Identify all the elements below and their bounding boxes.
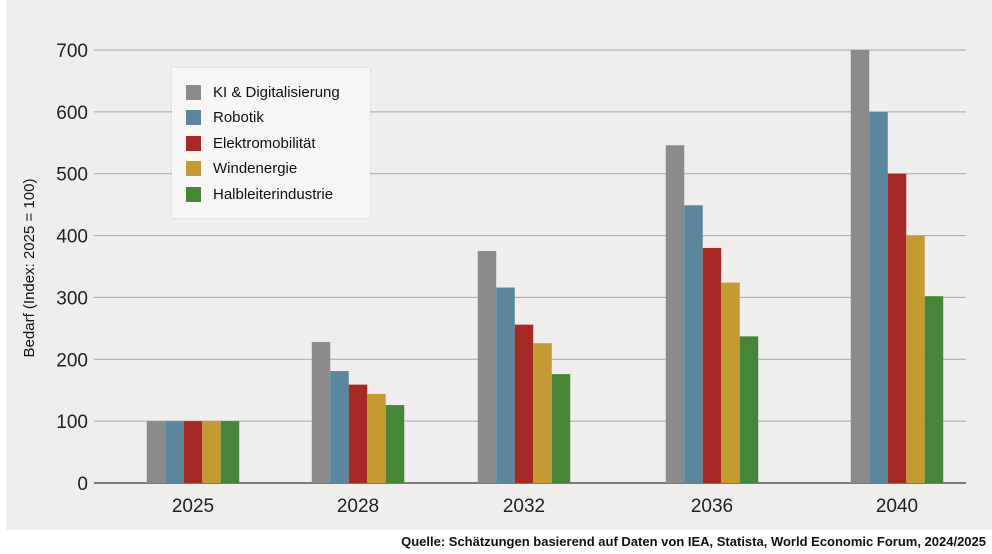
bar [850,50,870,483]
bar [739,336,759,483]
bars [146,50,944,484]
x-tick-label: 2032 [503,496,545,517]
bar [165,421,184,483]
source-note: Quelle: Schätzungen basierend auf Daten … [401,534,986,549]
bar [183,421,203,483]
x-tick-label: 2025 [172,496,214,517]
bar [477,251,497,483]
bar [311,341,331,483]
legend-swatch [186,186,201,202]
legend-item: Halbleiterindustrie [186,184,333,204]
bar [348,384,368,483]
legend: KI & Digitalisierung Robotik Elektromobili… [172,68,370,218]
x-tick-label: 2036 [691,496,733,517]
legend-swatch [186,110,201,125]
legend-item: Robotik [186,108,264,128]
x-tick-label: 2040 [876,496,918,517]
bar [202,421,221,483]
y-axis-title: Bedarf (Index: 2025 = 100) [21,179,38,358]
y-tick-label: 400 [56,227,88,248]
bar [721,282,740,483]
bar [367,393,386,483]
y-tick-label: 600 [56,103,88,124]
bar [330,371,349,483]
bar [906,235,925,483]
y-tick-label: 700 [56,41,88,62]
legend-swatch [186,161,201,176]
y-tick-label: 300 [56,288,88,309]
x-tick-label: 2028 [337,496,379,517]
x-tick-labels: 2025 2028 2032 2036 2040 [172,496,918,517]
y-tick-label: 0 [77,474,88,495]
bar [869,111,888,483]
bar [514,324,534,483]
bar [220,421,240,483]
legend-label: Robotik [213,109,264,126]
bar [702,247,722,483]
bar [665,145,685,483]
chart-area: 0 100 200 300 400 500 600 700 2025 2028 2032 2036 2… [6,0,992,530]
legend-label: KI & Digitalisierung [213,83,340,101]
bar [924,296,944,483]
y-tick-label: 100 [56,412,88,433]
y-tick-label: 200 [56,350,88,371]
y-tick-label: 500 [56,165,88,186]
bar [684,205,703,484]
bar [385,405,405,483]
bar [887,173,907,483]
legend-swatch [186,135,201,151]
legend-label: Elektromobilität [213,134,316,152]
y-tick-labels: 0 100 200 300 400 500 600 700 [56,41,88,495]
legend-item: KI & Digitalisierung [186,82,340,102]
legend-swatch [186,84,201,100]
bar [551,374,571,483]
legend-item: Windenergie [186,159,297,179]
legend-item: Elektromobilität [186,133,316,153]
bar [496,287,515,483]
bar [533,343,552,483]
bar [146,421,166,483]
legend-label: Windenergie [213,160,298,177]
legend-label: Halbleiterindustrie [213,185,334,203]
